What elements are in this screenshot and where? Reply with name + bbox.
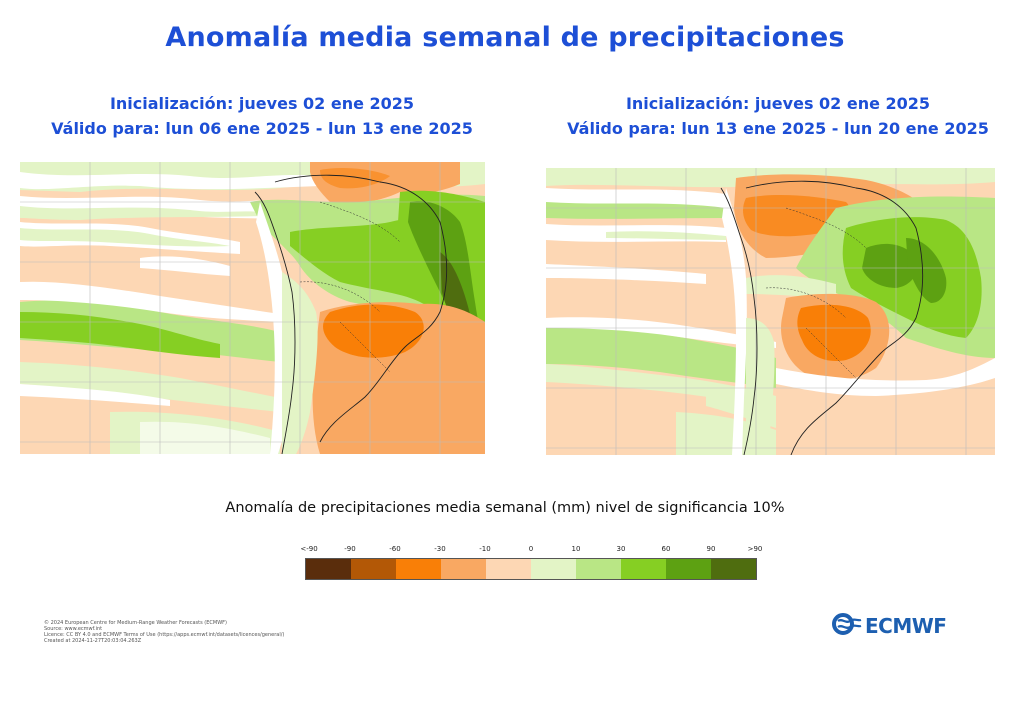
legend-swatch: [441, 559, 486, 579]
legend-label: 60: [661, 545, 671, 553]
map-week-1: [20, 162, 485, 454]
legend-label: >90: [747, 545, 763, 553]
map-week-2: [546, 168, 995, 455]
legend-label: 10: [571, 545, 581, 553]
ecmwf-logo-text: ECMWF: [865, 614, 947, 638]
legend-label: 90: [706, 545, 716, 553]
legend-label: -60: [389, 545, 401, 553]
legend-swatch: [531, 559, 576, 579]
footer-line: Created at 2024-11-27T20:03:04.263Z: [44, 638, 142, 644]
legend-swatch: [486, 559, 531, 579]
color-legend: <-90 -90 -60 -30 -10 0 10 30 60 90 >90: [300, 545, 762, 581]
panel-right-valid: Válido para: lun 13 ene 2025 - lun 20 en…: [567, 119, 989, 138]
legend-swatch: [621, 559, 666, 579]
legend-label: -90: [344, 545, 356, 553]
panel-right-header: Inicialización: jueves 02 ene 2025 Válid…: [546, 91, 1010, 141]
legend-labels: <-90 -90 -60 -30 -10 0 10 30 60 90 >90: [300, 545, 762, 559]
legend-label: -30: [434, 545, 446, 553]
footer-line: Source: www.ecmwf.int: [44, 626, 103, 632]
legend-bar: [305, 558, 757, 580]
legend-swatch: [396, 559, 441, 579]
legend-swatch: [666, 559, 711, 579]
ecmwf-logo: ECMWF: [832, 613, 947, 639]
ecmwf-logo-icon: [832, 613, 862, 639]
copyright-footer: © 2024 European Centre for Medium-Range …: [44, 620, 284, 644]
legend-swatch: [306, 559, 351, 579]
panel-left-init: Inicialización: jueves 02 ene 2025: [109, 94, 415, 113]
legend-label: 30: [616, 545, 626, 553]
panel-left-valid: Válido para: lun 06 ene 2025 - lun 13 en…: [51, 119, 473, 138]
page-title: Anomalía media semanal de precipitacione…: [165, 22, 845, 53]
footer-line: © 2024 European Centre for Medium-Range …: [44, 620, 227, 626]
legend-label: -10: [479, 545, 491, 553]
panel-right-init: Inicialización: jueves 02 ene 2025: [625, 94, 931, 113]
legend-swatch: [351, 559, 396, 579]
panel-left-header: Inicialización: jueves 02 ene 2025 Válid…: [20, 91, 504, 141]
legend-title: Anomalía de precipitaciones media semana…: [225, 500, 785, 516]
footer-line: Licence: CC BY 4.0 and ECMWF Terms of Us…: [44, 632, 285, 638]
legend-label: <-90: [300, 545, 318, 553]
legend-label: 0: [528, 545, 534, 553]
legend-swatch: [711, 559, 756, 579]
legend-swatch: [576, 559, 621, 579]
